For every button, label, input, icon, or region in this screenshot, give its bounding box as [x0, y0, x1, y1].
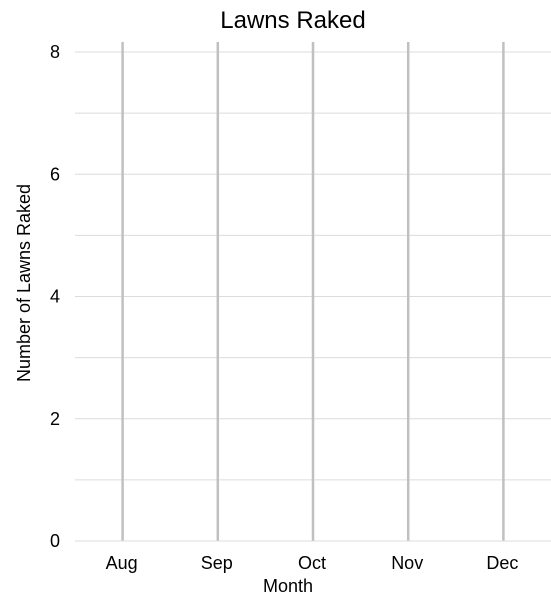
x-axis-label: Month	[263, 576, 313, 596]
y-ticks: 0 2 4 6 8	[50, 42, 60, 551]
x-tick-label: Sep	[201, 553, 233, 573]
y-tick-label: 2	[50, 409, 60, 429]
x-tick-label: Oct	[298, 553, 326, 573]
y-axis-label: Number of Lawns Raked	[14, 184, 34, 382]
x-tick-label: Dec	[486, 553, 518, 573]
x-tick-label: Nov	[391, 553, 423, 573]
x-ticks: Aug Sep Oct Nov Dec	[106, 553, 519, 573]
y-tick-label: 4	[50, 287, 60, 307]
y-tick-label: 6	[50, 164, 60, 184]
bar-guides	[121, 42, 505, 541]
chart-title: Lawns Raked	[220, 7, 365, 34]
x-tick-label: Aug	[106, 553, 138, 573]
y-tick-label: 0	[50, 531, 60, 551]
y-tick-label: 8	[50, 42, 60, 62]
